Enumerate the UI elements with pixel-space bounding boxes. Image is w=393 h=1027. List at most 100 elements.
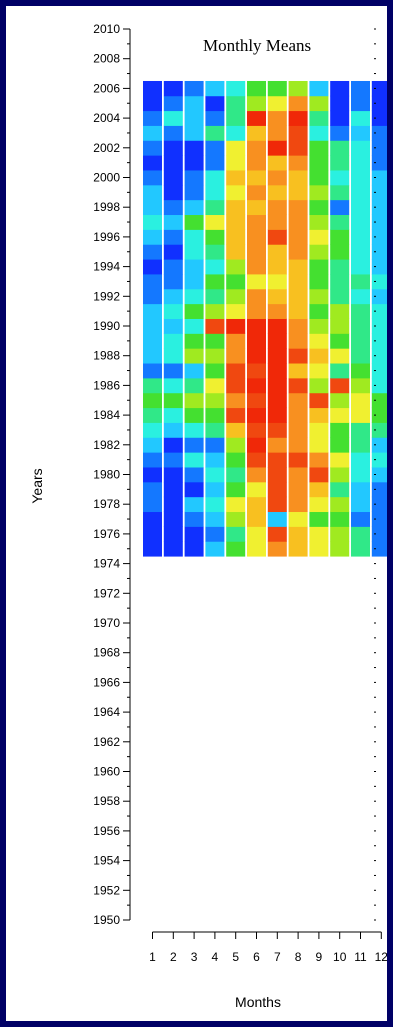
- heatmap-cell: [163, 259, 183, 275]
- heatmap-cell: [226, 363, 246, 379]
- heatmap-cell: [288, 184, 308, 201]
- heatmap-cell: [351, 407, 370, 423]
- heatmap-cell: [143, 467, 162, 483]
- x-tick-label: 5: [232, 950, 239, 964]
- heatmap-cell: [226, 155, 246, 171]
- heatmap-cell: [288, 333, 308, 349]
- heatmap-cell: [309, 511, 329, 527]
- heatmap-cell: [247, 199, 266, 216]
- heatmap-cell: [288, 318, 308, 334]
- heatmap-cell: [184, 80, 204, 97]
- heatmap-cell: [184, 437, 204, 453]
- heatmap-cell: [267, 110, 287, 126]
- heatmap-cell: [309, 526, 329, 542]
- heatmap-cell: [288, 422, 308, 438]
- heatmap-cell: [330, 526, 350, 542]
- heatmap-cell: [330, 437, 350, 453]
- heatmap-cell: [351, 288, 370, 305]
- heatmap-cell: [205, 467, 225, 483]
- heatmap-cell: [309, 452, 329, 468]
- y-tick-label: 1984: [93, 408, 120, 422]
- y-tick-label: 2006: [93, 81, 120, 95]
- heatmap-cell: [371, 125, 387, 141]
- heatmap-cell: [330, 392, 350, 409]
- heatmap-cell: [226, 392, 246, 409]
- heatmap-cell: [330, 348, 350, 364]
- heatmap-cell: [330, 125, 350, 141]
- heatmap-cell: [247, 333, 266, 349]
- heatmap-cell: [205, 259, 225, 275]
- heatmap-cell: [205, 407, 225, 423]
- heatmap-cell: [330, 363, 350, 379]
- heatmap-cell: [288, 199, 308, 216]
- heatmap-cell: [267, 125, 287, 141]
- heatmap-cell: [184, 303, 204, 319]
- heatmap-cell: [330, 318, 350, 334]
- heatmap-cell: [267, 526, 287, 542]
- heatmap-cell: [143, 125, 162, 141]
- heatmap-cell: [351, 422, 370, 438]
- heatmap-cell: [205, 511, 225, 527]
- heatmap-cell: [371, 199, 387, 216]
- heatmap-cell: [247, 229, 266, 245]
- heatmap-cell: [351, 363, 370, 379]
- heatmap-cell: [267, 318, 287, 334]
- heatmap-cell: [288, 95, 308, 112]
- heatmap-cell: [288, 541, 308, 557]
- x-axis-title: Months: [235, 994, 281, 1010]
- heatmap-cell: [184, 496, 204, 513]
- heatmap-cell: [184, 348, 204, 364]
- heatmap-cell: [184, 541, 204, 557]
- heatmap-cell: [184, 95, 204, 112]
- heatmap-cell: [309, 377, 329, 394]
- heatmap-cell: [330, 496, 350, 513]
- heatmap-cell: [247, 318, 266, 334]
- heatmap-cell: [163, 452, 183, 468]
- heatmap-cell: [371, 467, 387, 483]
- heatmap-cell: [351, 95, 370, 112]
- heatmap-cell: [267, 437, 287, 453]
- heatmap-cell: [371, 333, 387, 349]
- heatmap-cell: [309, 392, 329, 409]
- heatmap-cell: [267, 363, 287, 379]
- heatmap-cell: [309, 363, 329, 379]
- heatmap-cell: [288, 526, 308, 542]
- heatmap-cell: [351, 452, 370, 468]
- y-tick-label: 1964: [93, 705, 120, 719]
- heatmap-cell: [371, 95, 387, 112]
- heatmap-cell: [309, 496, 329, 513]
- heatmap-cell: [309, 244, 329, 260]
- heatmap-cell: [163, 541, 183, 557]
- heatmap-cell: [351, 244, 370, 260]
- heatmap-cell: [371, 229, 387, 245]
- heatmap-cell: [226, 348, 246, 364]
- heatmap-cell: [247, 422, 266, 438]
- heatmap-cell: [143, 80, 162, 97]
- heatmap-cell: [143, 303, 162, 319]
- heatmap-cell: [351, 214, 370, 230]
- heatmap-cell: [351, 511, 370, 527]
- heatmap-cell: [163, 318, 183, 334]
- heatmap-cell: [143, 437, 162, 453]
- heatmap-cell: [288, 377, 308, 394]
- heatmap-cell: [205, 244, 225, 260]
- heatmap-cell: [247, 541, 266, 557]
- heatmap-cell: [163, 229, 183, 245]
- heatmap-cell: [330, 155, 350, 171]
- heatmap-cell: [267, 155, 287, 171]
- heatmap-cell: [143, 407, 162, 423]
- heatmap-cell: [184, 407, 204, 423]
- heatmap-cell: [371, 348, 387, 364]
- heatmap-cell: [330, 170, 350, 186]
- heatmap-cell: [330, 244, 350, 260]
- heatmap-cell: [309, 80, 329, 97]
- heatmap-cell: [247, 348, 266, 364]
- heatmap-cell: [330, 541, 350, 557]
- y-tick-label: 1954: [93, 854, 120, 868]
- heatmap-cell: [226, 140, 246, 156]
- heatmap-cell: [163, 214, 183, 230]
- heatmap-cell: [205, 348, 225, 364]
- heatmap-cells: [143, 80, 387, 557]
- heatmap-cell: [288, 80, 308, 97]
- heatmap-cell: [267, 407, 287, 423]
